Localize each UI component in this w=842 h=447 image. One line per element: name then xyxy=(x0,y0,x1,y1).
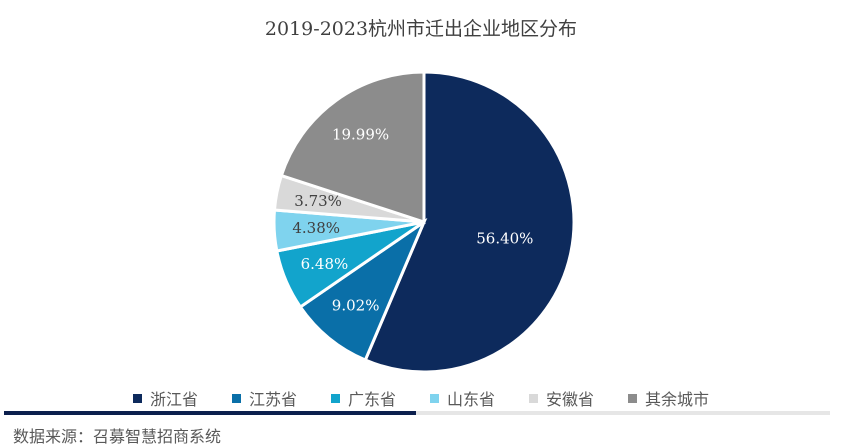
legend-label: 浙江省 xyxy=(149,390,198,409)
data-label: 56.40% xyxy=(476,229,533,247)
legend-item: 其余城市 xyxy=(628,386,709,410)
pie-slice xyxy=(279,70,426,225)
legend-item: 山东省 xyxy=(430,386,495,410)
legend-label: 广东省 xyxy=(347,390,396,409)
legend-item: 广东省 xyxy=(330,386,396,410)
legend-swatch xyxy=(132,393,142,403)
legend-item: 江苏省 xyxy=(231,386,297,410)
pie-slice xyxy=(363,70,576,374)
legend-swatch xyxy=(430,393,439,403)
data-label: 3.73% xyxy=(294,192,342,210)
footer-divider-dark xyxy=(4,411,416,415)
footer-divider-light xyxy=(416,411,830,415)
legend: 浙江省 江苏省 广东省 山东省 安徽省 其余城市 xyxy=(0,386,842,410)
legend-item: 浙江省 xyxy=(132,386,198,410)
legend-label: 江苏省 xyxy=(248,390,297,409)
source-note: 数据来源：召募智慧招商系统 xyxy=(13,427,222,446)
pie-slice xyxy=(298,217,428,363)
legend-swatch xyxy=(231,393,241,403)
legend-label: 山东省 xyxy=(447,390,496,409)
legend-swatch xyxy=(628,393,638,403)
legend-swatch xyxy=(330,393,340,403)
legend-swatch xyxy=(529,393,539,403)
legend-label: 安徽省 xyxy=(546,390,595,409)
data-label: 6.48% xyxy=(301,255,349,273)
data-label: 9.02% xyxy=(332,297,380,315)
legend-label: 其余城市 xyxy=(645,390,710,409)
legend-item: 安徽省 xyxy=(529,386,594,410)
data-label: 4.38% xyxy=(292,219,340,237)
data-label: 19.99% xyxy=(332,126,389,144)
chart-title: 2019-2023杭州市迁出企业地区分布 xyxy=(264,18,578,40)
